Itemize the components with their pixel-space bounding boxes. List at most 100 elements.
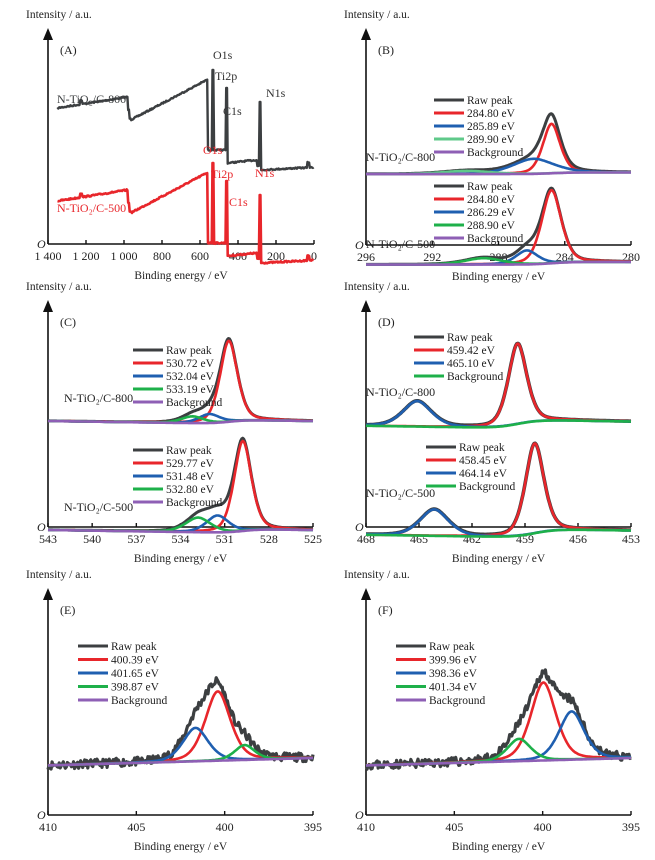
peak-label-o1s: O1s: [213, 48, 233, 62]
x-tick-label: 395: [304, 820, 322, 834]
x-tick-label: 405: [127, 820, 145, 834]
y-axis-title: Intensity / a.u.: [344, 9, 410, 21]
legend-entry: 288.90 eV: [467, 220, 516, 232]
peak-label-ti2p: Ti2p: [215, 69, 237, 83]
panel-f: 410 405 400 395 O Binding energy / eV Intensit…: [344, 569, 640, 853]
legend-entry: Raw peak: [111, 641, 157, 653]
legend-entry: 533.19 eV: [166, 384, 215, 396]
y-axis-title: Intensity / a.u.: [344, 281, 410, 293]
y-axis-arrow-icon: [361, 28, 371, 40]
peak-label-o1s: O1s: [203, 143, 223, 157]
legend-entry: 398.87 eV: [111, 682, 160, 694]
x-axis-title: Binding energy / eV: [134, 841, 228, 853]
x-axis-title: Binding energy / eV: [452, 271, 546, 283]
legend-entry: 289.90 eV: [467, 134, 516, 146]
panel-c: 543 540 537 534 531 528 525 O Binding energy / e…: [26, 281, 322, 565]
legend-entry: 458.45 eV: [459, 455, 508, 467]
y-axis-arrow-icon: [43, 588, 53, 600]
x-tick-label: 292: [423, 250, 441, 264]
panel-label: (B): [378, 43, 394, 57]
legend-entry: Background: [111, 695, 167, 707]
panel-label: (C): [60, 315, 76, 329]
legend-entry: 401.34 eV: [429, 682, 478, 694]
origin-label: O: [355, 238, 364, 252]
legend-entry: 399.96 eV: [429, 655, 478, 667]
legend-entry: 464.14 eV: [459, 468, 508, 480]
legend-entry: 465.10 eV: [447, 358, 496, 370]
background-line: [365, 171, 632, 176]
x-tick-label: 400: [216, 820, 234, 834]
x-tick-label: 534: [172, 532, 190, 546]
spectrum: [46, 676, 315, 771]
peak-label-n1s: N1s: [266, 86, 286, 100]
y-axis-title: Intensity / a.u.: [26, 9, 92, 21]
x-tick-label: 200: [267, 249, 285, 263]
background-line: [365, 528, 632, 538]
y-axis-title: Intensity / a.u.: [344, 569, 410, 581]
background-line: [365, 756, 632, 767]
x-tick-label: 600: [191, 249, 209, 263]
legend-entry: Raw peak: [166, 345, 212, 357]
peak-label-n1s: N1s: [255, 166, 275, 180]
origin-label: O: [37, 808, 46, 822]
panel-label: (D): [378, 315, 395, 329]
legend-entry: 530.72 eV: [166, 358, 215, 370]
x-tick-label: 456: [569, 532, 587, 546]
origin-label: O: [355, 808, 364, 822]
y-axis-arrow-icon: [361, 588, 371, 600]
legend-entry: Background: [166, 397, 222, 409]
panel-label: (A): [60, 43, 77, 57]
x-tick-label: 800: [153, 249, 171, 263]
x-tick-label: 395: [622, 820, 640, 834]
legend-entry: Background: [467, 233, 523, 245]
sample-label: N-TiO₂/C-500: [366, 486, 435, 500]
x-tick-label: 410: [39, 820, 57, 834]
sample-label: N-TiO₂/C-800: [366, 385, 435, 399]
sample-label: N-TiO₂/C-800: [64, 391, 133, 405]
legend-entry: Raw peak: [467, 95, 513, 107]
origin-label: O: [37, 237, 46, 251]
legend-entry: Background: [459, 481, 515, 493]
x-tick-label: 543: [39, 532, 57, 546]
sample-label: N-TiO₂/C-500: [366, 237, 435, 251]
x-axis-title: Binding energy / eV: [452, 841, 546, 853]
origin-label: O: [355, 520, 364, 534]
y-axis-title: Intensity / a.u.: [26, 281, 92, 293]
sample-label: N-TiO₂/C-500: [57, 201, 126, 215]
survey-spectrum-line: [56, 68, 315, 172]
legend-entry: Raw peak: [429, 641, 475, 653]
sample-label: N-TiO₂/C-800: [366, 150, 435, 164]
x-tick-label: 453: [622, 532, 640, 546]
legend-entry: Raw peak: [447, 332, 493, 344]
panel-label: (E): [60, 603, 75, 617]
legend-entry: Background: [447, 371, 503, 383]
legend-entry: Background: [429, 695, 485, 707]
x-axis-title: Binding energy / eV: [134, 270, 228, 282]
panel-label: (F): [378, 603, 393, 617]
legend-entry: Background: [467, 147, 523, 159]
background-line: [365, 419, 632, 429]
legend-entry: Raw peak: [467, 181, 513, 193]
peak-label-c1s: C1s: [229, 195, 248, 209]
sample-label: N-TiO₂/C-800: [57, 92, 126, 106]
x-tick-label: 531: [216, 532, 234, 546]
x-tick-label: 400: [534, 820, 552, 834]
background-line: [47, 756, 314, 767]
x-tick-label: 528: [260, 532, 278, 546]
legend-entry: 529.77 eV: [166, 458, 215, 470]
x-axis-title: Binding energy / eV: [134, 553, 228, 565]
spectrum: [365, 668, 632, 771]
panel-e: 410 405 400 395 O Binding energy / eV Intensit…: [26, 569, 322, 853]
legend-entry: Raw peak: [459, 442, 505, 454]
legend-entry: 400.39 eV: [111, 655, 160, 667]
legend-entry: 284.80 eV: [467, 108, 516, 120]
legend-entry: 532.80 eV: [166, 484, 215, 496]
legend-entry: Background: [166, 497, 222, 509]
